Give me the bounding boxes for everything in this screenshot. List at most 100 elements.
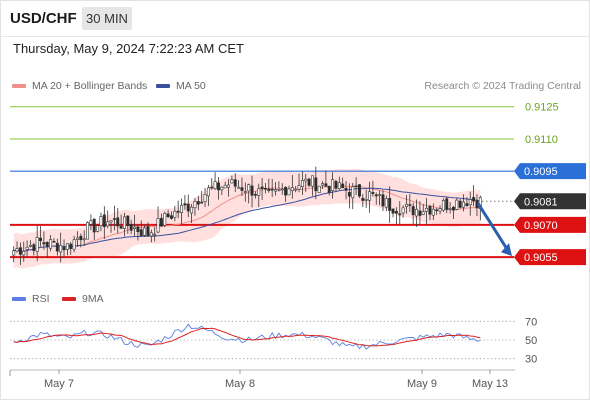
candle-body [290,187,294,191]
candle-body [45,242,49,247]
legend-rsi-label: RSI [32,293,50,305]
candle-body [247,184,251,192]
candle-body [472,197,476,202]
candle-body [92,218,96,233]
candle-body [133,226,137,229]
candle-body [374,194,378,197]
candle-body [465,203,469,207]
candle-body [451,206,455,211]
projection-arrow-head [501,243,512,257]
candle-body [280,188,284,191]
price-tag-label: 0.9095 [524,166,558,178]
candle-body [99,216,103,227]
chart-header: USD/CHF 30 MIN [0,0,590,36]
candle-body [368,191,372,201]
candle-body [327,185,331,193]
candle-body [102,214,106,227]
candle-body [203,194,207,202]
candle-body [270,188,274,191]
timeframe-button[interactable]: 30 MIN [82,7,132,30]
candle-body [143,227,147,236]
candle-body [146,226,150,237]
candle-body [183,203,187,206]
candle-body [55,242,59,252]
candle-body [435,209,439,212]
price-tag-label: 0.9055 [524,252,558,264]
candle-body [116,217,120,227]
legend-ma9-label: 9MA [82,293,104,305]
candle-body [394,211,398,214]
candle-body [136,226,140,233]
candle-body [227,184,231,188]
candle-body [411,206,415,216]
candle-body [263,187,267,190]
candle-body [274,189,278,192]
candle-body [25,246,29,250]
legend-ma50: MA 50 [156,80,206,92]
candle-body [381,194,385,207]
candle-body [428,205,432,215]
candle-body [448,208,452,210]
candle-body [297,185,301,190]
candle-body [391,208,395,214]
price-tag [514,193,586,210]
candle-body [441,200,445,211]
candle-body [344,187,348,191]
candle-body [243,191,247,193]
candle-body [337,182,341,190]
candle-body [206,187,210,197]
candle-body [156,218,160,233]
legend-ma20-label: MA 20 + Bollinger Bands [32,80,148,92]
price-tag-label: 0.9070 [524,220,558,232]
x-tick-label: May 9 [407,378,437,390]
candle-body [190,206,194,214]
candle-body [159,217,163,227]
candle-body [28,244,32,247]
bollinger-band-area [13,168,481,269]
candle-body [431,208,435,216]
candle-body [18,247,22,255]
candle-body [401,207,405,214]
candle-body [445,198,449,210]
candle-body [361,197,365,201]
candle-body [69,243,73,249]
rsi-ma9-line [13,327,481,347]
candle-body [89,220,93,225]
price-level-label: 0.9125 [525,102,559,114]
candle-body [173,210,177,218]
ma50-line [13,187,481,252]
legend-ma50-label: MA 50 [176,80,206,92]
ma20-swatch [12,84,26,88]
candle-body [186,203,190,212]
research-credit: Research © 2024 Trading Central [424,80,581,92]
price-tag [514,216,586,233]
candle-body [321,183,325,186]
candle-body [106,221,110,227]
candle-body [300,180,304,188]
candle-body [398,213,402,216]
candle-body [220,186,224,191]
candle-body [378,194,382,196]
candle-body [139,229,143,237]
x-tick-label: May 8 [225,378,255,390]
candle-body [317,185,321,193]
candle-body [230,179,234,184]
ma20-line [13,185,481,252]
candle-body [304,178,308,182]
candle-body [112,218,116,220]
candle-body [421,211,425,215]
candle-body [122,216,126,229]
ma50-swatch [156,84,170,88]
candle-body [287,188,291,196]
header-divider [0,36,590,37]
candle-body [109,220,113,223]
candle-body [210,186,214,189]
candle-body [163,213,167,226]
candle-body [294,188,298,191]
candle-body [49,239,53,249]
candle-body [324,183,328,187]
candle-body [35,237,39,252]
candle-body [32,244,36,251]
candle-body [59,245,63,253]
